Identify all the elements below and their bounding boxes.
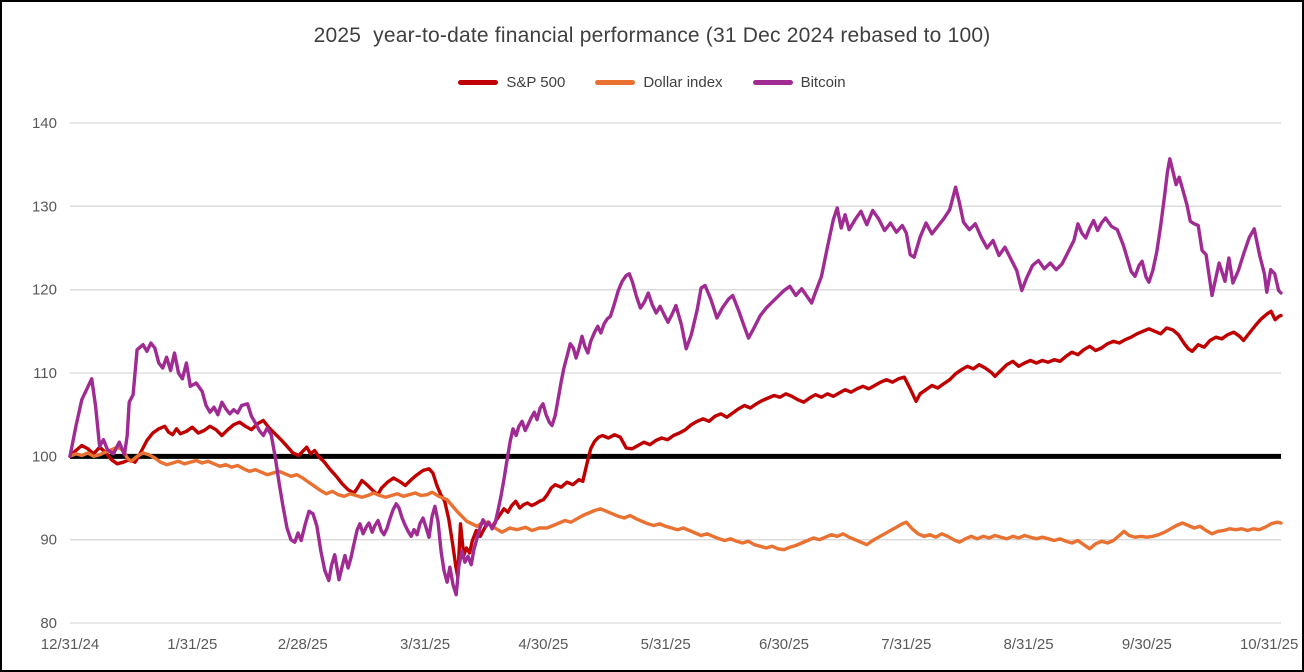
x-tick-label-6-30-25: 6/30/25 <box>759 636 809 653</box>
y-tick-label-110: 110 <box>33 365 57 382</box>
dollar-index-line-swatch <box>595 80 636 85</box>
bitcoin-line-swatch <box>752 80 793 85</box>
sp500-line-swatch <box>458 80 499 85</box>
chart-legend: S&P 500 Dollar index Bitcoin <box>2 74 1302 91</box>
y-tick-label-130: 130 <box>32 198 57 215</box>
x-tick-label-8-31-25: 8/31/25 <box>1004 636 1054 653</box>
series-line-bitcoin <box>68 157 1283 597</box>
series-line-s-p-500 <box>68 309 1283 579</box>
legend-item-sp500: S&P 500 <box>458 74 565 91</box>
x-tick-label-12-31-24: 12/31/24 <box>41 636 99 653</box>
legend-label-dollar-index: Dollar index <box>643 74 723 91</box>
x-tick-label-3-31-25: 3/31/25 <box>400 636 450 653</box>
y-tick-label-90: 90 <box>40 532 57 549</box>
y-tick-label-80: 80 <box>40 615 57 632</box>
y-tick-label-140: 140 <box>32 115 57 132</box>
x-tick-label-1-31-25: 1/31/25 <box>167 636 217 653</box>
x-tick-label-5-31-25: 5/31/25 <box>641 636 691 653</box>
y-tick-label-100: 100 <box>32 448 57 465</box>
series-line-dollar-index <box>68 445 1283 552</box>
legend-item-bitcoin: Bitcoin <box>752 74 846 91</box>
x-tick-label-7-31-25: 7/31/25 <box>881 636 931 653</box>
x-tick-label-10-31-25: 10/31/25 <box>1240 636 1298 653</box>
legend-item-dollar-index: Dollar index <box>595 74 723 91</box>
x-tick-label-2-28-25: 2/28/25 <box>278 636 328 653</box>
y-tick-label-120: 120 <box>32 282 57 299</box>
x-tick-label-9-30-25: 9/30/25 <box>1122 636 1172 653</box>
x-tick-label-4-30-25: 4/30/25 <box>518 636 568 653</box>
legend-label-bitcoin: Bitcoin <box>800 74 846 91</box>
chart-title: 2025 year-to-date financial performance … <box>313 24 991 47</box>
legend-label-sp500: S&P 500 <box>506 74 566 91</box>
